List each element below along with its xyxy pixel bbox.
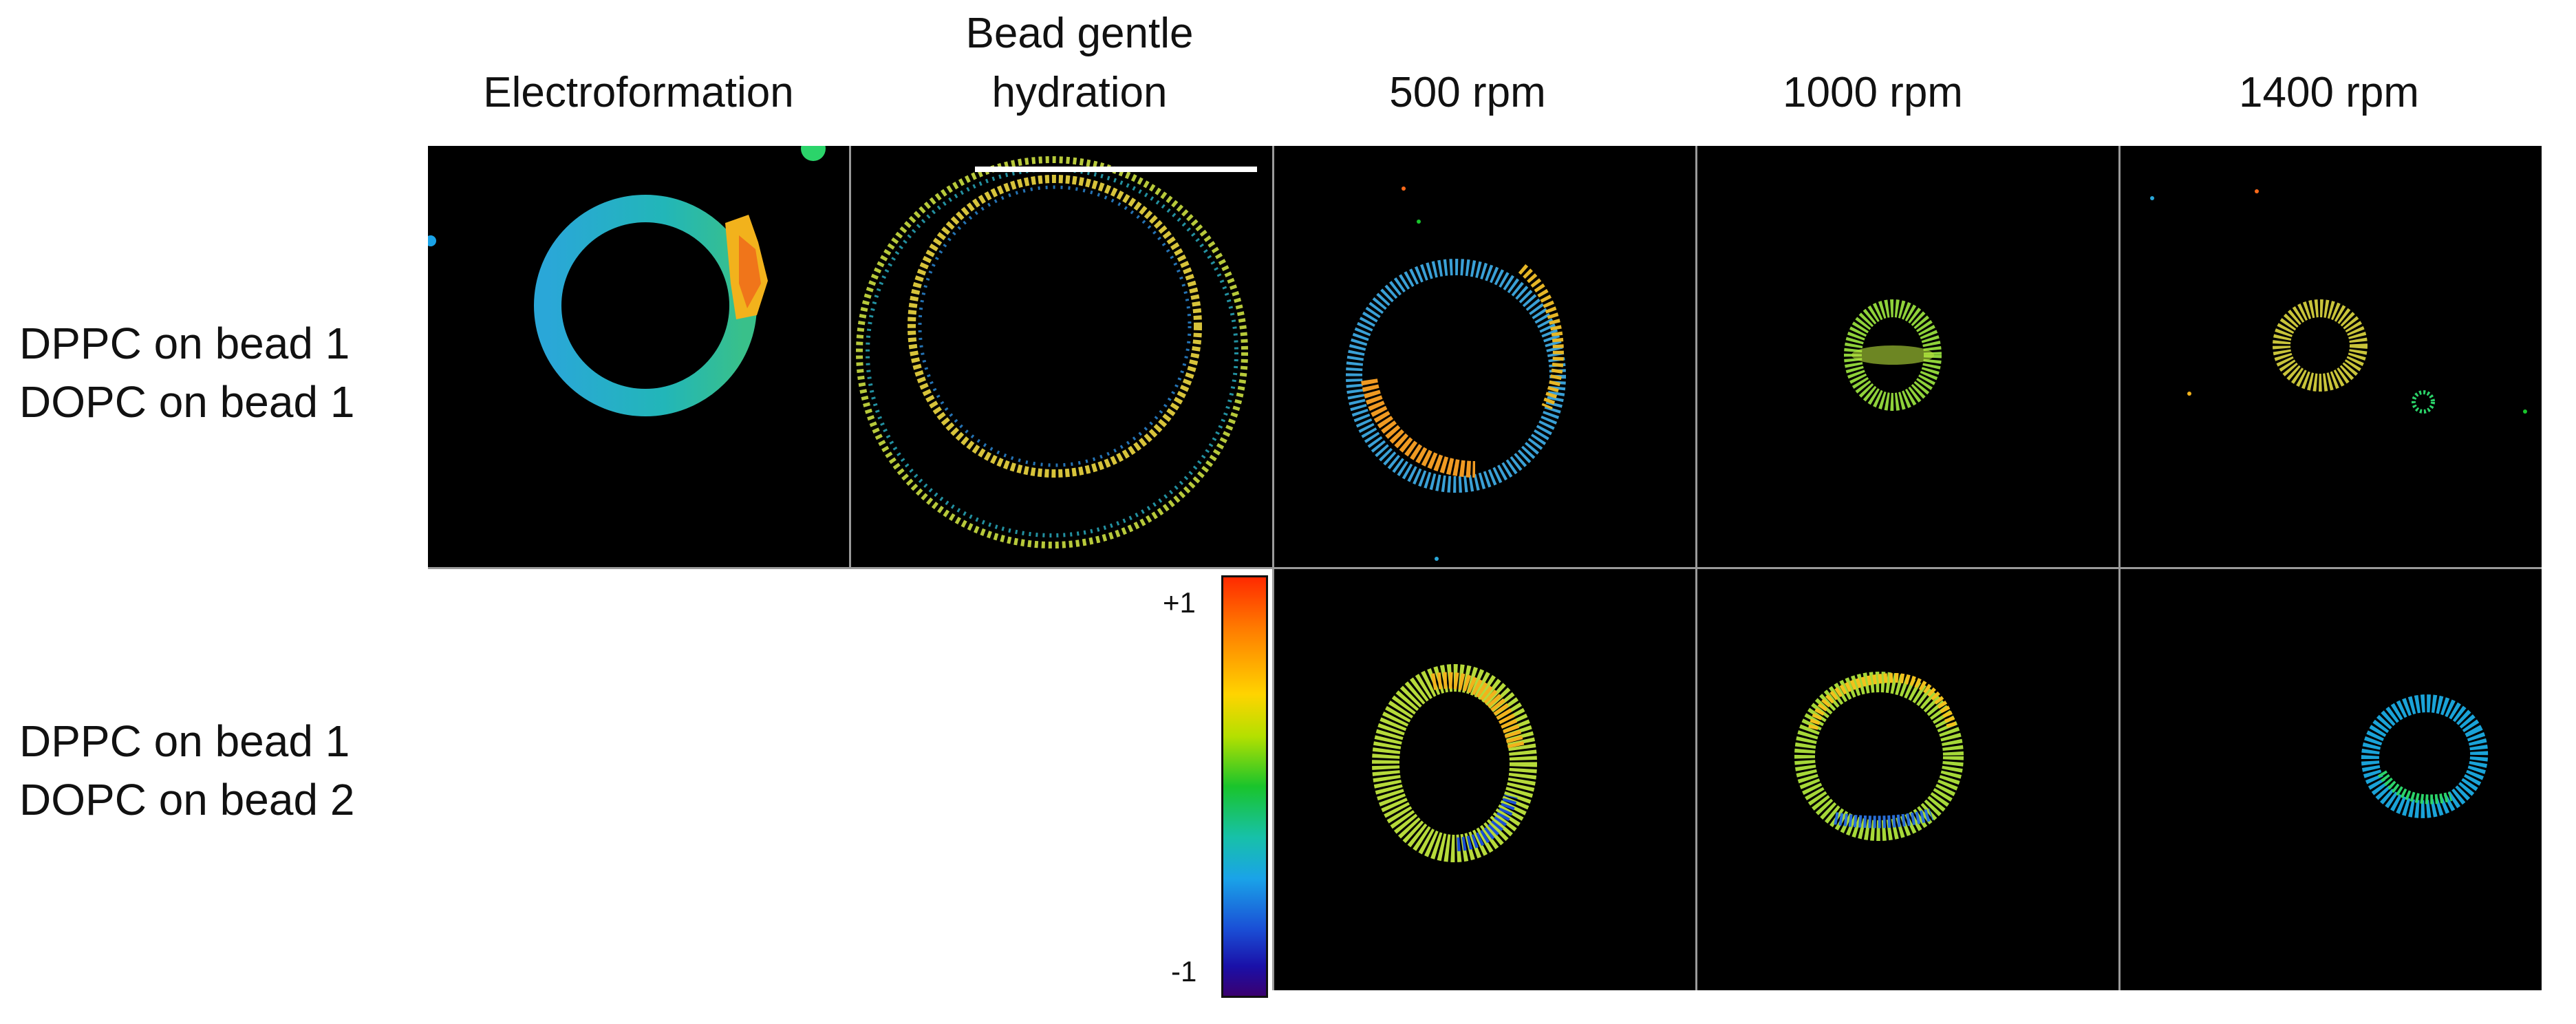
vesicle-image: [1346, 186, 1566, 561]
vesicle-image: [2150, 189, 2527, 414]
panel-bead-hydration-row1: [851, 146, 1272, 567]
row-label-2-line2: DOPC on bead 2: [19, 775, 355, 824]
grid-divider: [849, 146, 851, 567]
vesicle-image: [1372, 664, 1537, 862]
column-header-electroformation: Electroformation: [483, 69, 794, 116]
panel-500rpm-row2: [1274, 569, 1695, 990]
panel-electroformation-row1: [428, 146, 849, 567]
grid-divider: [428, 567, 2542, 569]
panel-1000rpm-row2: [1697, 569, 2118, 990]
column-header-1400-rpm: 1400 rpm: [2239, 69, 2419, 116]
panel-1400rpm-row2: [2121, 569, 2542, 990]
column-header-1000-rpm: 1000 rpm: [1783, 69, 1963, 116]
panel-1400rpm-row1: [2121, 146, 2542, 567]
colorbar-max-label: +1: [1163, 586, 1196, 619]
column-header-500-rpm: 500 rpm: [1389, 69, 1546, 116]
vesicle-image: [856, 156, 1257, 548]
colorbar-min-label: -1: [1171, 955, 1197, 988]
row-label-2-line1: DPPC on bead 1: [19, 716, 350, 766]
vesicle-image: [2361, 694, 2489, 818]
column-header-bead-gentle-hydration: Bead gentle hydration: [965, 10, 1194, 116]
vesicle-image: [1794, 672, 1964, 841]
row-label-1-line1: DPPC on bead 1: [19, 319, 350, 368]
colorbar: [1221, 575, 1268, 998]
vesicle-image: [428, 146, 826, 416]
vesicle-image: [1844, 299, 1942, 411]
panel-500rpm-row1: [1274, 146, 1695, 567]
panel-1000rpm-row1: [1697, 146, 2118, 567]
row-label-1-line2: DOPC on bead 1: [19, 377, 355, 427]
